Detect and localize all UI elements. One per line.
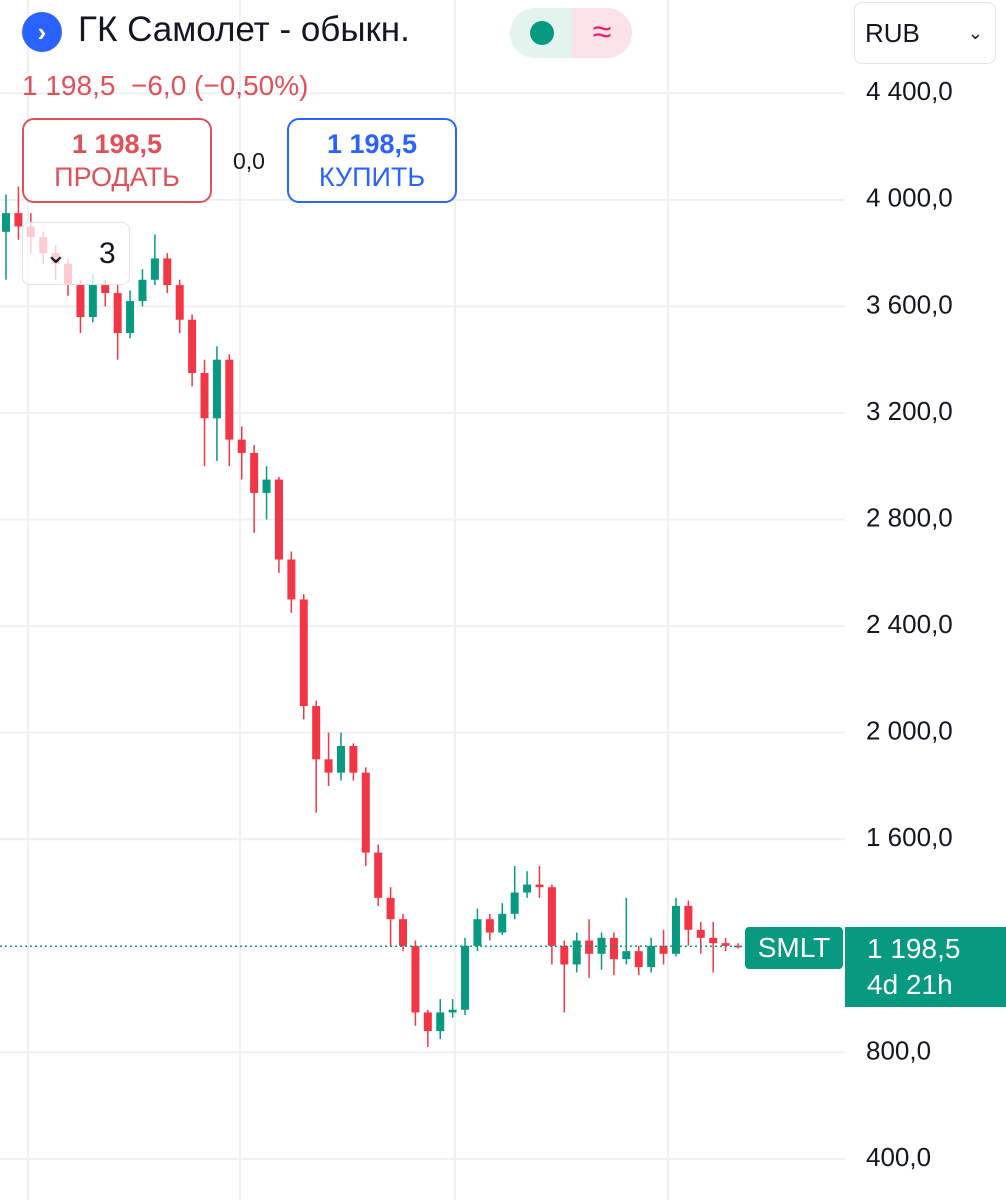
candle-body — [535, 884, 544, 888]
candle-body — [188, 319, 197, 374]
title: ГК Самолет - обыкн. — [78, 10, 410, 49]
candle-body — [237, 439, 246, 453]
candle-body — [324, 759, 333, 773]
candle-body — [634, 951, 643, 968]
buy-price: 1 198,5 — [326, 129, 418, 159]
candle-body — [287, 559, 296, 600]
candle-body — [274, 479, 283, 560]
buy-button[interactable]: 1 198,5 КУПИТЬ — [287, 118, 457, 203]
candle-body — [671, 905, 680, 954]
candle-body — [510, 892, 519, 914]
candle-body — [14, 213, 23, 227]
y-tick-label: 2 800,0 — [866, 502, 953, 532]
candle-body — [101, 285, 110, 294]
candle-body — [560, 945, 569, 965]
symbol-tag: SMLT — [745, 927, 843, 970]
candle-body — [374, 852, 383, 898]
y-tick-label: 400,0 — [866, 1142, 931, 1172]
indicators-count: 3 — [99, 237, 116, 270]
price: 1 198,5 — [22, 70, 116, 101]
candle-body — [696, 929, 705, 938]
candle-body — [684, 905, 693, 930]
candle-body — [312, 706, 321, 760]
candle-body — [299, 599, 308, 707]
candle-body — [361, 772, 370, 853]
candle-body — [734, 945, 742, 948]
indicators-toggle[interactable]: ⌄ 3 — [22, 222, 130, 285]
candle-body — [2, 213, 10, 232]
candle-body — [399, 919, 408, 946]
candle-body — [485, 919, 494, 933]
candle-body — [585, 940, 594, 954]
currency-select[interactable]: RUB ⌄ — [854, 2, 996, 64]
buy-label: КУПИТЬ — [318, 162, 426, 192]
candle-body — [225, 359, 234, 440]
last-price-label: 1 198,5 — [867, 933, 961, 965]
quote: 1 198,5 −6,0 (−0,50%) — [22, 70, 308, 102]
candle-body — [423, 1012, 432, 1032]
sell-label: ПРОДАТЬ — [54, 162, 180, 192]
candle-body — [349, 746, 358, 773]
candle-body — [212, 359, 221, 419]
price-tag: 1 198,5 4d 21h — [845, 927, 1006, 1008]
candle-body — [572, 940, 581, 965]
candle-body — [498, 913, 507, 933]
y-tick-label: 3 200,0 — [866, 396, 953, 426]
currency: RUB — [865, 18, 920, 48]
y-tick-label: 800,0 — [866, 1035, 931, 1065]
candle-body — [647, 945, 656, 968]
candle-body — [461, 945, 470, 1010]
candle-body — [411, 945, 420, 1013]
countdown: 4d 21h — [867, 969, 953, 1001]
candle-body — [200, 373, 209, 419]
candle-body — [250, 452, 259, 493]
candle-body — [721, 943, 730, 946]
candle-body — [622, 951, 631, 960]
sell-button[interactable]: 1 198,5 ПРОДАТЬ — [22, 118, 212, 203]
y-tick-label: 4 000,0 — [866, 183, 953, 213]
candle-body — [76, 285, 85, 318]
candle-body — [138, 279, 147, 302]
candle-body — [175, 285, 184, 320]
candle-body — [436, 1012, 445, 1032]
candle-body — [659, 945, 668, 954]
status-pill[interactable] — [510, 8, 572, 58]
candle-body — [386, 897, 395, 920]
y-tick-label: 4 400,0 — [866, 76, 953, 106]
sell-price: 1 198,5 — [71, 129, 163, 159]
candle-body — [609, 937, 618, 960]
candle-body — [126, 301, 135, 334]
delay-pill[interactable]: ≈ — [572, 8, 632, 58]
candle-body — [262, 479, 271, 493]
candle-body — [336, 746, 345, 773]
candle-body — [547, 887, 556, 946]
candle-body — [473, 919, 482, 946]
candle-body — [523, 884, 532, 893]
candle-body — [88, 285, 97, 318]
candle-body — [448, 1009, 457, 1013]
candle-body — [113, 293, 122, 334]
spread: 0,0 — [233, 148, 265, 174]
y-tick-label: 3 600,0 — [866, 289, 953, 319]
candle-body — [150, 258, 159, 280]
candle-body — [163, 258, 172, 286]
change-percent: (−0,50%) — [194, 70, 309, 101]
change: −6,0 — [130, 70, 187, 101]
candle-body — [709, 937, 718, 944]
y-tick-label: 2 000,0 — [866, 716, 953, 746]
y-tick-label: 1 600,0 — [866, 822, 953, 852]
logo: › — [22, 12, 62, 52]
y-tick-label: 2 400,0 — [866, 609, 953, 639]
